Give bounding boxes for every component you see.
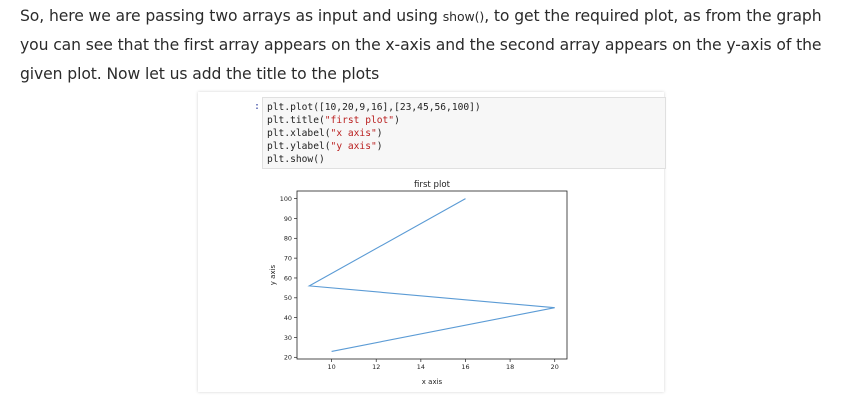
x-axis-label: x axis <box>422 378 443 386</box>
y-tick-label: 30 <box>284 334 292 342</box>
x-tick-label: 18 <box>506 363 514 371</box>
inline-code-show: show() <box>442 9 485 24</box>
x-tick-label: 10 <box>328 363 336 371</box>
y-tick-label: 90 <box>284 215 292 223</box>
chart-title: first plot <box>414 180 451 190</box>
y-tick-label: 60 <box>284 274 292 282</box>
paragraph-text-after: , to get the required plot, as from the … <box>20 7 822 83</box>
paragraph-text-before: So, here we are passing two arrays as in… <box>20 7 443 25</box>
x-axis: 10 12 14 16 18 20 <box>328 359 559 371</box>
y-tick-label: 100 <box>280 195 292 203</box>
code-line: plt.xlabel("x axis") <box>267 128 383 139</box>
x-tick-label: 16 <box>461 363 469 371</box>
y-axis-label: y axis <box>269 264 277 285</box>
y-tick-label: 50 <box>284 294 292 302</box>
code-cell[interactable]: plt.plot([10,20,9,16],[23,45,56,100]) pl… <box>262 97 666 169</box>
explanation-paragraph: So, here we are passing two arrays as in… <box>20 2 852 89</box>
x-tick-label: 14 <box>417 363 425 371</box>
y-tick-label: 40 <box>284 314 292 322</box>
cell-prompt: : <box>254 101 261 112</box>
code-line: plt.plot([10,20,9,16],[23,45,56,100]) <box>267 102 481 113</box>
code-line: plt.show() <box>267 154 325 165</box>
y-tick-label: 80 <box>284 235 292 243</box>
y-tick-label: 20 <box>284 354 292 362</box>
plot-frame <box>296 190 568 360</box>
y-tick-label: 70 <box>284 255 292 263</box>
code-line: plt.title("first plot") <box>267 115 400 126</box>
series-line <box>307 198 555 352</box>
x-tick-label: 12 <box>372 363 380 371</box>
x-tick-label: 20 <box>551 363 559 371</box>
code-line: plt.ylabel("y axis") <box>267 141 383 152</box>
y-axis: 20 30 40 50 60 70 80 90 100 <box>280 195 297 362</box>
